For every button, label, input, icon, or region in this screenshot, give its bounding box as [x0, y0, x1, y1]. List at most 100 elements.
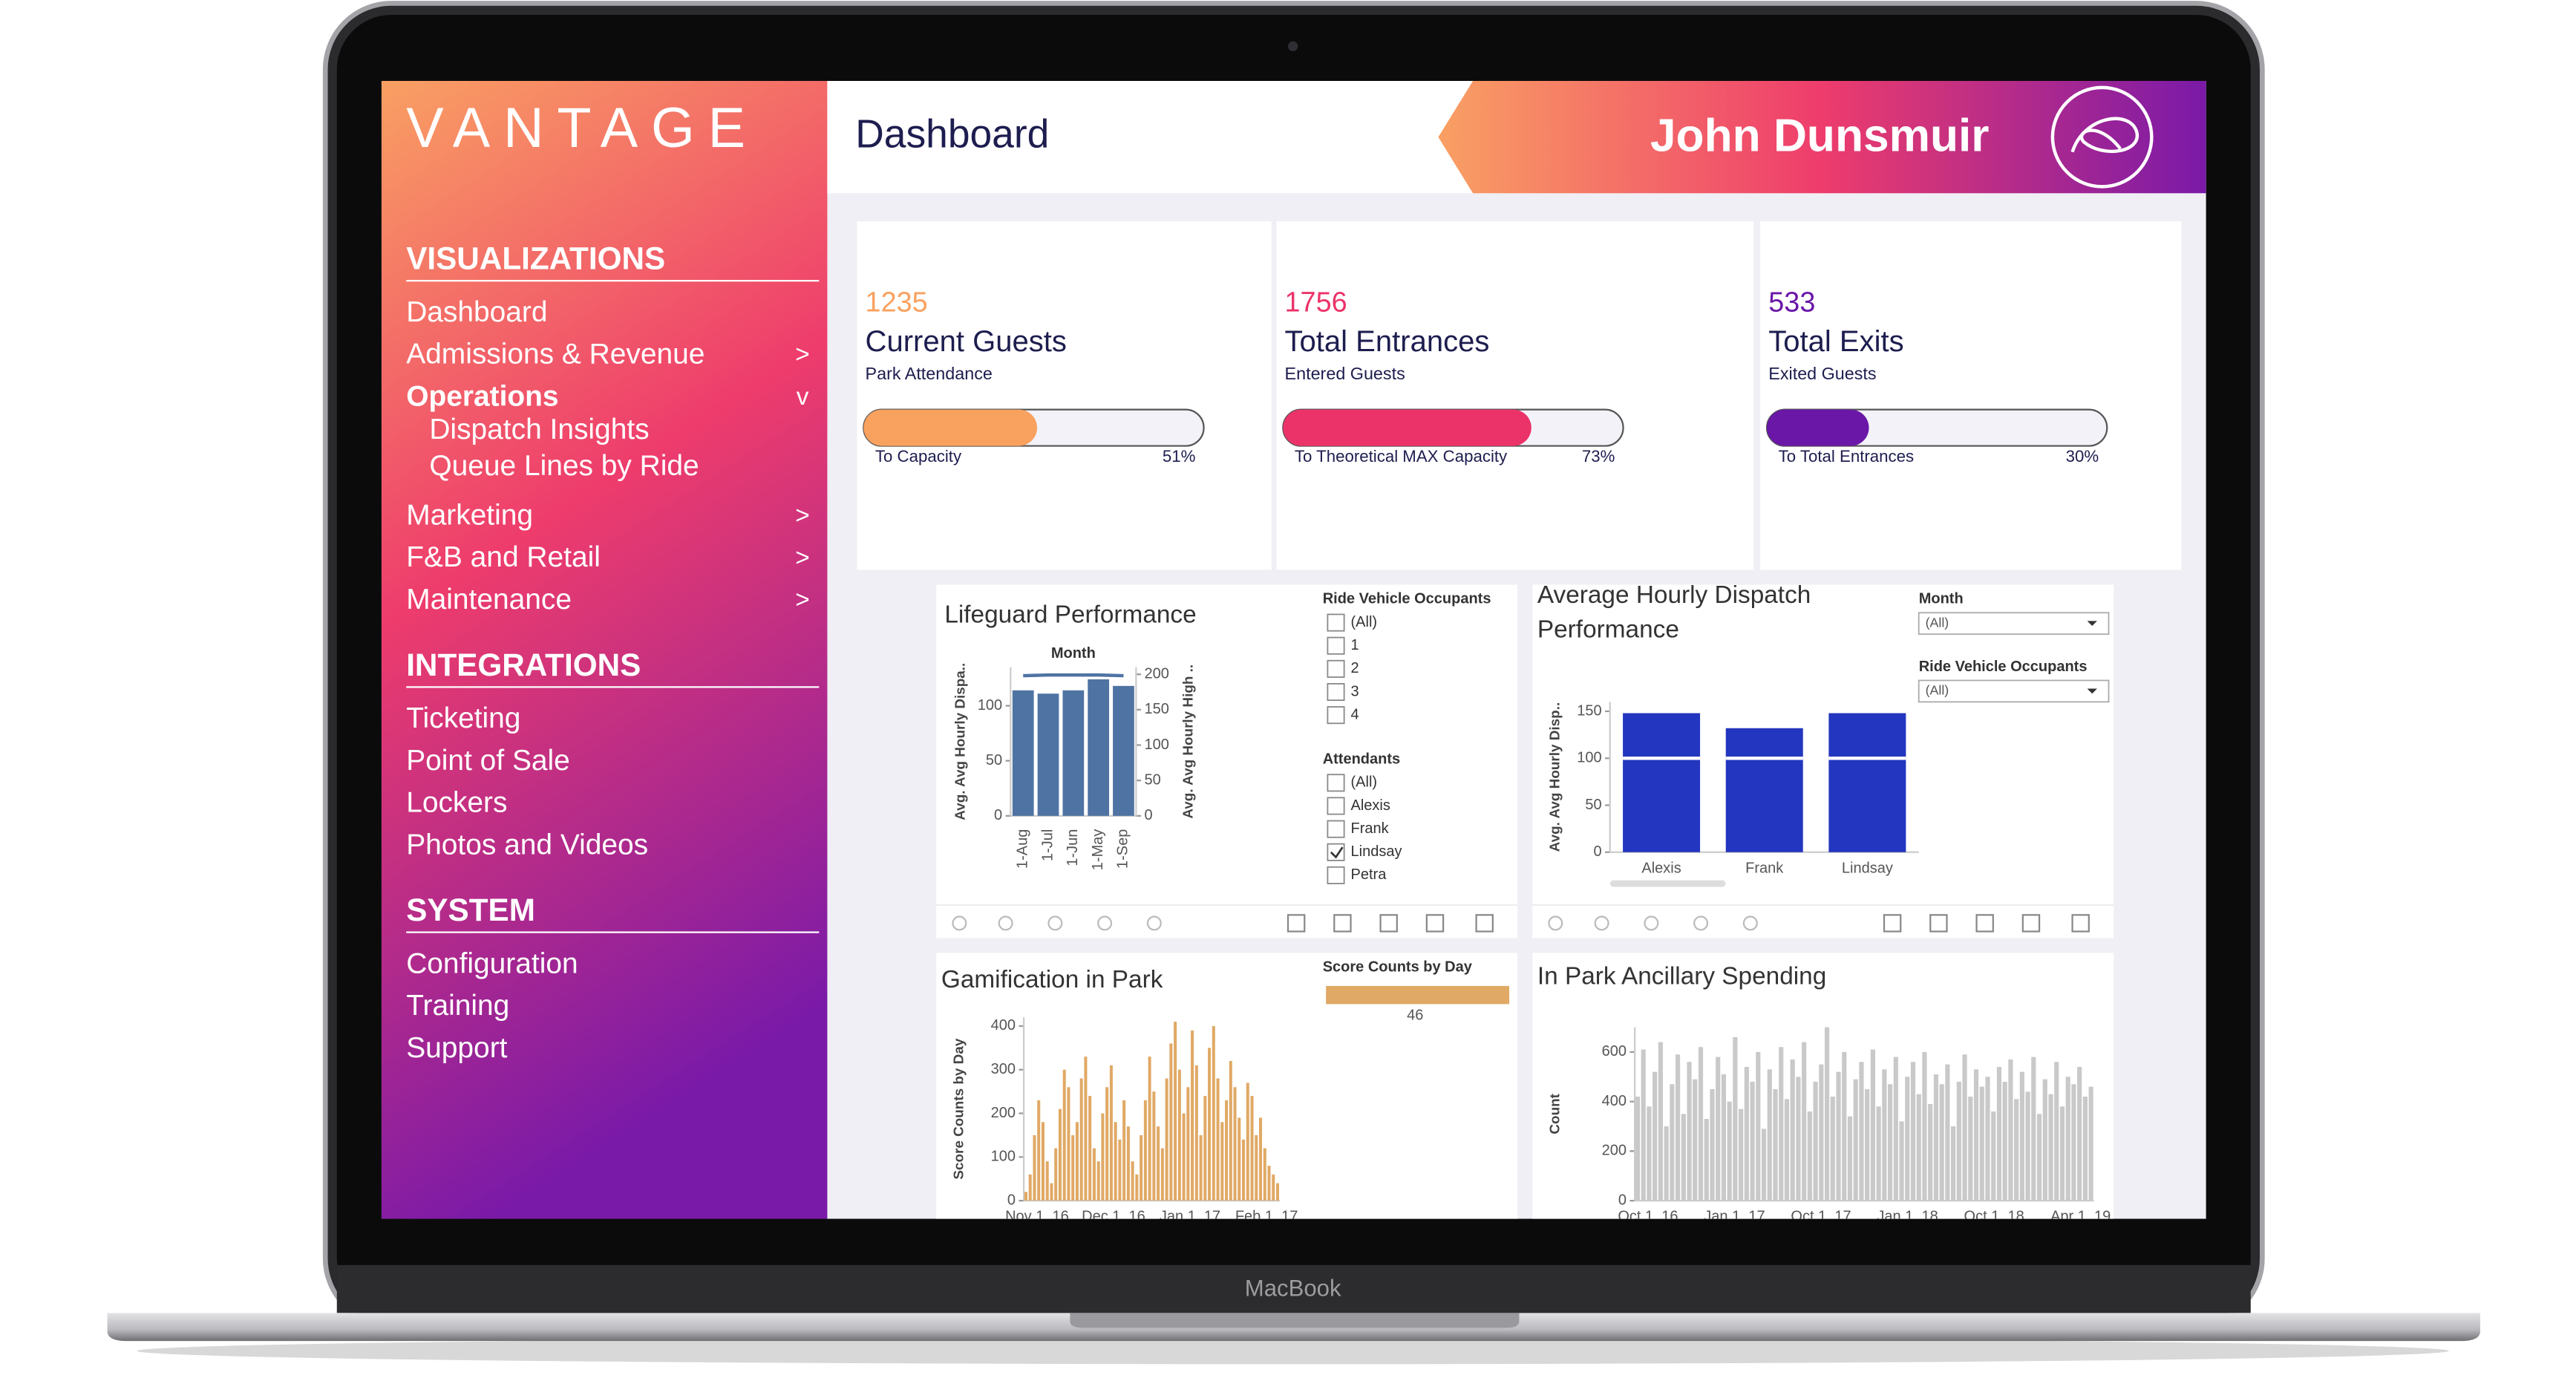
nav-arrow[interactable]: > — [795, 341, 809, 368]
nav-item[interactable]: F&B and Retail — [406, 541, 601, 573]
bar — [1182, 1113, 1186, 1201]
bar — [1212, 1025, 1215, 1201]
nav-item[interactable]: Lockers — [406, 787, 507, 819]
y-axis-label: Avg. Avg Hourly Dispa.. — [953, 663, 969, 820]
toolbar-icon[interactable] — [1379, 914, 1398, 933]
toolbar-icon[interactable] — [1333, 914, 1352, 933]
bar — [1122, 1100, 1126, 1201]
nav-item[interactable]: Maintenance — [406, 584, 572, 616]
toolbar-icon[interactable] — [2021, 914, 2041, 933]
nav-item[interactable]: Marketing — [406, 500, 533, 532]
x-tick-label: 1-Sep — [1115, 829, 1131, 869]
y-axis-label: Avg. Avg Hourly Disp.. — [1547, 702, 1563, 852]
bar — [1790, 1059, 1795, 1201]
bar — [1067, 1087, 1070, 1201]
checkbox[interactable] — [1327, 613, 1345, 632]
bar — [1092, 1148, 1096, 1201]
filter-title: Ride Vehicle Occupants — [1323, 591, 1491, 607]
nav-item[interactable]: Point of Sale — [406, 745, 570, 777]
filter-option: (All) — [1351, 614, 1378, 630]
dropdown[interactable] — [1918, 612, 2110, 636]
nav-item[interactable]: Support — [406, 1032, 507, 1064]
section-title: VISUALIZATIONS — [406, 241, 665, 276]
checkbox[interactable] — [1327, 636, 1345, 655]
bar — [1933, 1074, 1939, 1201]
bar — [1973, 1069, 1979, 1201]
bar — [1779, 1047, 1784, 1201]
bar — [1635, 1096, 1641, 1201]
dropdown-value: (All) — [1926, 615, 1949, 630]
bar — [1905, 1077, 1910, 1201]
user-name[interactable]: John Dunsmuir — [1650, 110, 1990, 161]
bar — [1259, 1117, 1263, 1201]
bar — [1681, 1114, 1686, 1201]
x-tick-label: Oct 1, 16 — [1618, 1209, 1678, 1225]
checkbox[interactable] — [1327, 659, 1345, 678]
nav-item[interactable]: Training — [406, 990, 509, 1022]
bar — [1727, 1101, 1732, 1201]
checkbox[interactable] — [1327, 866, 1345, 884]
section-title: INTEGRATIONS — [406, 647, 641, 682]
toolbar-icon[interactable] — [2071, 914, 2090, 933]
line-series — [1023, 673, 1124, 678]
kpi-subtitle: Park Attendance — [866, 364, 993, 383]
toolbar-icon[interactable] — [1287, 914, 1306, 933]
nav-item[interactable]: Operations — [406, 380, 558, 412]
toolbar-icon — [1047, 915, 1063, 931]
nav-item[interactable]: Dashboard — [406, 296, 547, 328]
checkbox[interactable] — [1327, 797, 1345, 815]
bar — [1687, 1062, 1692, 1201]
nav-subitem[interactable]: Dispatch Insights — [429, 414, 649, 445]
bar — [1131, 1161, 1134, 1201]
nav-item[interactable]: Ticketing — [406, 702, 520, 734]
chart-title-box: Average Hourly Dispatch Performance — [1537, 581, 1811, 644]
toolbar-icon[interactable] — [1475, 914, 1494, 933]
y-tick-label: 0 — [1618, 1192, 1627, 1208]
dropdown[interactable] — [1918, 679, 2110, 703]
toolbar-icon — [1693, 915, 1709, 931]
nav-item[interactable]: Admissions & Revenue — [406, 339, 705, 370]
bar — [1275, 1183, 1280, 1201]
y-tick-label: 200 — [991, 1105, 1016, 1121]
filter-option: 4 — [1351, 706, 1359, 722]
nav-arrow[interactable]: > — [795, 502, 809, 529]
toolbar-icon[interactable] — [1883, 914, 1902, 933]
bar — [1250, 1096, 1254, 1201]
y-tick-label: 0 — [1007, 1192, 1016, 1208]
checkbox[interactable] — [1327, 682, 1345, 702]
toolbar-icon[interactable] — [1975, 914, 1994, 933]
checkbox[interactable] — [1327, 843, 1345, 861]
checkbox[interactable] — [1327, 820, 1345, 838]
x-tick-label: Feb 1, 17 — [1235, 1209, 1298, 1225]
shadow — [137, 1337, 2449, 1365]
filter-option: Petra — [1351, 866, 1387, 883]
toolbar-icon — [1548, 915, 1563, 931]
filter-option: 2 — [1351, 660, 1359, 676]
bar — [1109, 1065, 1113, 1201]
checkbox[interactable] — [1327, 706, 1345, 725]
progress-percent: 73% — [1582, 447, 1615, 466]
filter-option: (All) — [1351, 774, 1378, 791]
nav-item[interactable]: Photos and Videos — [406, 829, 648, 861]
bar — [1859, 1062, 1864, 1201]
legend-value: 46 — [1407, 1007, 1423, 1023]
bar — [1037, 693, 1059, 816]
bar — [1819, 1064, 1824, 1201]
bar — [1882, 1069, 1887, 1201]
toolbar-icon[interactable] — [1929, 914, 1948, 933]
bar — [1784, 1099, 1790, 1201]
nav-arrow[interactable]: > — [795, 586, 809, 613]
toolbar-icon[interactable] — [1425, 914, 1445, 933]
nav-arrow[interactable]: > — [795, 544, 809, 572]
bar — [1733, 1036, 1738, 1201]
bar — [1140, 1134, 1143, 1201]
nav-item[interactable]: Configuration — [406, 947, 578, 979]
kpi-value: 1235 — [866, 287, 928, 318]
nav-subitem[interactable]: Queue Lines by Ride — [429, 450, 699, 482]
bar — [1079, 1078, 1083, 1201]
bar — [1951, 1126, 1956, 1201]
bar — [1773, 1088, 1778, 1201]
nav-arrow[interactable]: v — [797, 383, 809, 411]
checkbox[interactable] — [1327, 774, 1345, 792]
